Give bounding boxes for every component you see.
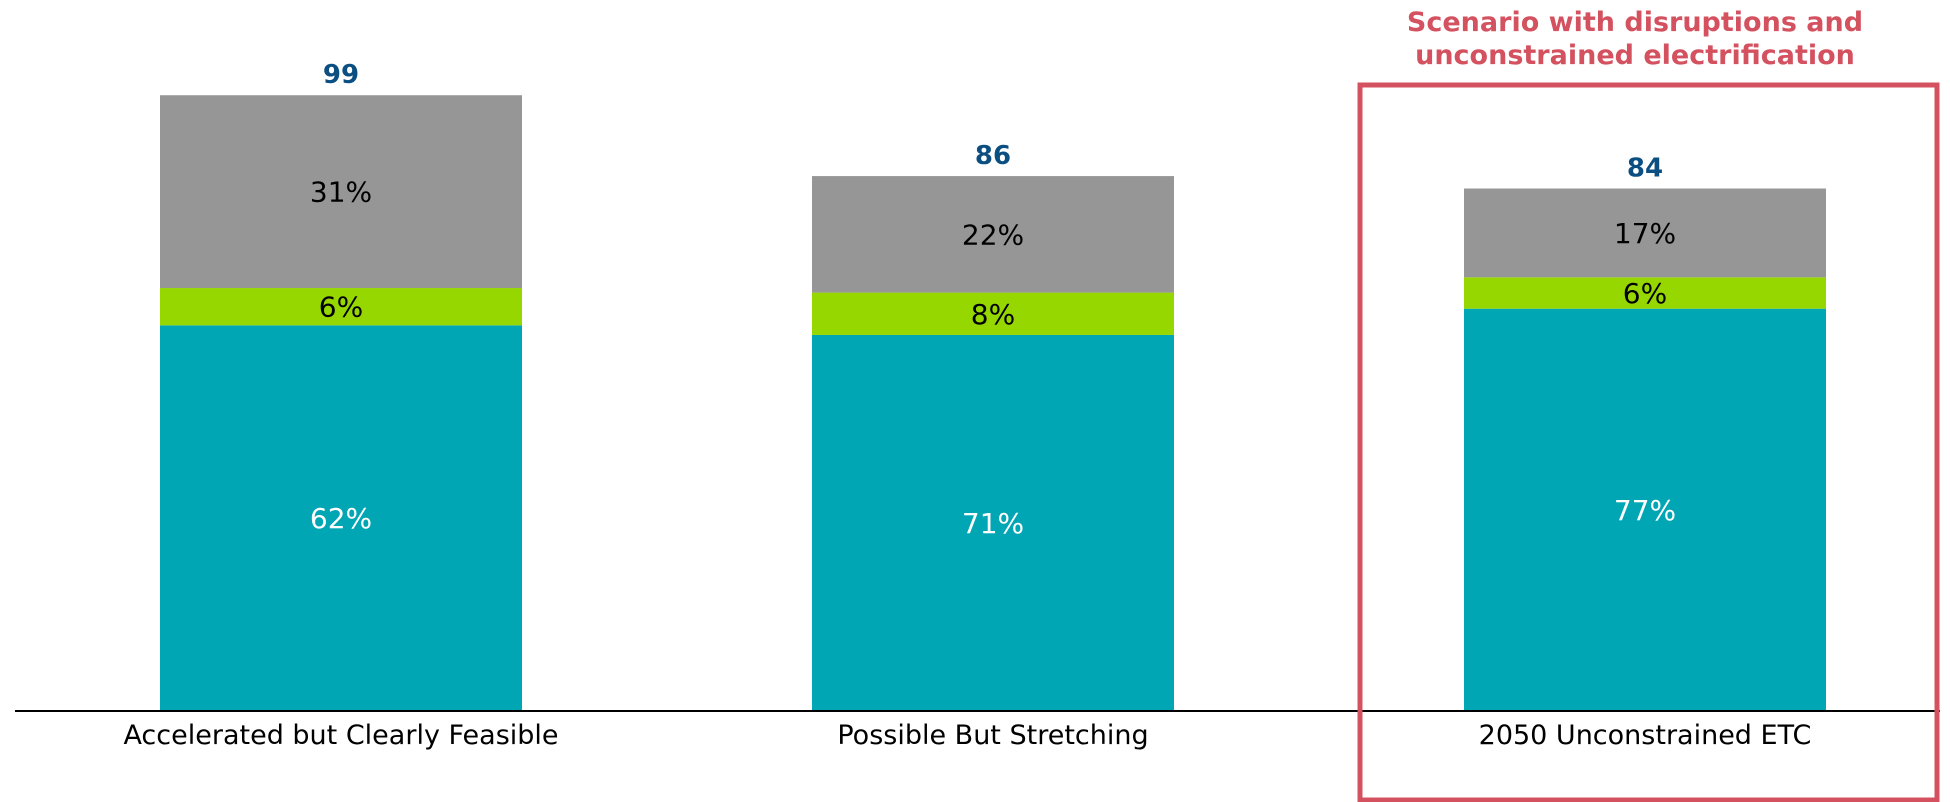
bar-segment-1-1 [160,325,522,711]
highlight-box [1357,82,1940,802]
bar-segment-3-3 [1464,188,1826,278]
bar-segment-2-1 [812,334,1174,711]
segment-label-3-3: 17% [1614,217,1676,250]
total-label-2: 86 [975,141,1011,171]
bar-segment-2-3 [812,176,1174,293]
bar-segment-1-2 [160,288,522,326]
segment-label-2-2: 8% [971,298,1015,331]
callout-text-line-2: unconstrained electrification [1415,40,1855,71]
segment-label-2-3: 22% [962,218,1024,251]
category-label-3: 2050 Unconstrained ETC [1479,720,1812,751]
labels-layer: 62% 6% 31% 99 Accelerated but Clearly Feasib… [123,60,1811,751]
category-label-1: Accelerated but Clearly Feasible [123,720,558,751]
segment-label-3-1: 77% [1614,494,1676,527]
category-label-2: Possible But Stretching [837,720,1148,751]
total-label-1: 99 [323,60,359,90]
bar-segment-1-3 [160,95,522,289]
segment-label-3-2: 6% [1623,277,1667,310]
bars-layer [160,95,1826,711]
bar-segment-3-2 [1464,277,1826,309]
bar-segment-3-1 [1464,308,1826,711]
total-label-3: 84 [1627,154,1663,184]
callout-text-line-1: Scenario with disruptions and [1407,7,1863,38]
segment-label-1-3: 31% [310,176,372,209]
segment-label-2-1: 71% [962,507,1024,540]
bar-segment-2-2 [812,292,1174,335]
segment-label-1-1: 62% [310,502,372,535]
segment-label-1-2: 6% [319,291,363,324]
